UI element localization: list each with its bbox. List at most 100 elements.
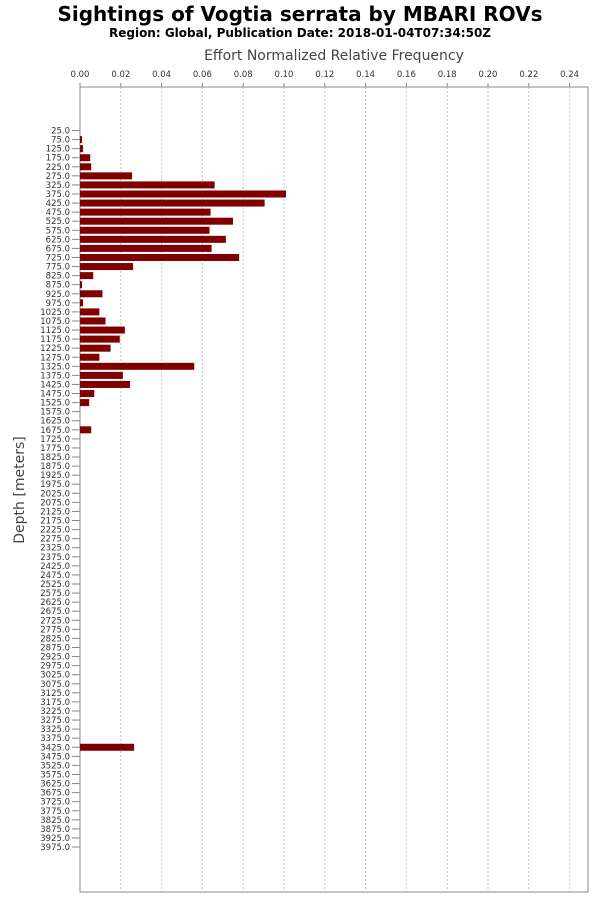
y-tick-label: 3375.0 bbox=[40, 734, 70, 744]
bar bbox=[80, 335, 120, 343]
x-tick-label: 0.20 bbox=[479, 70, 498, 80]
y-tick-label: 2325.0 bbox=[40, 544, 70, 554]
y-tick-label: 3075.0 bbox=[40, 680, 70, 690]
y-tick-label: 1325.0 bbox=[40, 362, 70, 372]
y-tick-label: 1925.0 bbox=[40, 471, 70, 481]
x-tick-label: 0.02 bbox=[111, 70, 130, 80]
y-tick-label: 175.0 bbox=[46, 154, 70, 164]
x-tick-label: 0.08 bbox=[234, 70, 253, 80]
x-tick-label: 0.00 bbox=[71, 70, 90, 80]
y-tick-label: 2225.0 bbox=[40, 526, 70, 536]
y-tick-label: 1475.0 bbox=[40, 390, 70, 400]
y-tick-label: 1675.0 bbox=[40, 426, 70, 436]
bar bbox=[80, 390, 95, 398]
x-tick-label: 0.16 bbox=[397, 70, 416, 80]
bar bbox=[80, 253, 240, 261]
y-tick-label: 3575.0 bbox=[40, 770, 70, 780]
y-tick-label: 575.0 bbox=[46, 226, 70, 236]
plot-area bbox=[79, 86, 589, 893]
bar bbox=[80, 308, 100, 316]
y-tick-label: 1525.0 bbox=[40, 399, 70, 409]
bar bbox=[80, 290, 103, 298]
bar bbox=[80, 226, 210, 234]
x-axis-label: Effort Normalized Relative Frequency bbox=[204, 48, 464, 64]
y-tick-label: 3975.0 bbox=[40, 843, 70, 853]
y-tick-label: 2075.0 bbox=[40, 498, 70, 508]
bar bbox=[80, 263, 134, 271]
y-tick-label: 3425.0 bbox=[40, 743, 70, 753]
y-tick-label: 25.0 bbox=[51, 127, 70, 137]
bar bbox=[80, 317, 106, 325]
x-tick-label: 0.22 bbox=[519, 70, 538, 80]
y-tick-label: 3225.0 bbox=[40, 707, 70, 717]
x-tick-label: 0.04 bbox=[152, 70, 171, 80]
y-tick-label: 2775.0 bbox=[40, 625, 70, 635]
y-tick-label: 3025.0 bbox=[40, 671, 70, 681]
x-tick-label: 0.06 bbox=[193, 70, 212, 80]
bar bbox=[80, 344, 111, 352]
y-tick-label: 775.0 bbox=[46, 263, 70, 273]
y-tick-label: 1025.0 bbox=[40, 308, 70, 318]
bar bbox=[80, 380, 130, 388]
y-tick-label: 2175.0 bbox=[40, 517, 70, 527]
y-tick-label: 3175.0 bbox=[40, 698, 70, 708]
chart-subtitle: Region: Global, Publication Date: 2018-0… bbox=[108, 26, 492, 40]
y-tick-label: 2525.0 bbox=[40, 580, 70, 590]
bar bbox=[80, 208, 211, 216]
y-tick-label: 2425.0 bbox=[40, 562, 70, 572]
bar bbox=[80, 353, 100, 361]
y-tick-label: 3825.0 bbox=[40, 816, 70, 826]
x-tick-label: 0.24 bbox=[560, 70, 579, 80]
y-tick-label: 3925.0 bbox=[40, 834, 70, 844]
y-tick-label: 675.0 bbox=[46, 244, 70, 254]
x-tick-label: 0.12 bbox=[315, 70, 334, 80]
y-tick-label: 375.0 bbox=[46, 190, 70, 200]
y-tick-label: 2875.0 bbox=[40, 643, 70, 653]
y-tick-label: 3325.0 bbox=[40, 725, 70, 735]
bar bbox=[80, 399, 90, 407]
y-tick-label: 3675.0 bbox=[40, 789, 70, 799]
bar bbox=[80, 163, 92, 171]
y-tick-label: 3525.0 bbox=[40, 761, 70, 771]
y-tick-label: 3125.0 bbox=[40, 689, 70, 699]
y-tick-label: 1375.0 bbox=[40, 371, 70, 381]
y-tick-label: 3275.0 bbox=[40, 716, 70, 726]
y-tick-label: 3725.0 bbox=[40, 798, 70, 808]
y-tick-label: 2675.0 bbox=[40, 607, 70, 617]
y-tick-label: 1775.0 bbox=[40, 444, 70, 454]
y-tick-label: 125.0 bbox=[46, 145, 70, 155]
y-tick-label: 2125.0 bbox=[40, 507, 70, 517]
y-tick-label: 725.0 bbox=[46, 253, 70, 263]
y-tick-label: 275.0 bbox=[46, 172, 70, 182]
y-tick-label: 1725.0 bbox=[40, 435, 70, 445]
y-tick-label: 75.0 bbox=[51, 136, 70, 146]
bar bbox=[80, 235, 226, 243]
bar bbox=[80, 299, 84, 307]
y-tick-label: 1875.0 bbox=[40, 462, 70, 472]
y-tick-label: 1975.0 bbox=[40, 480, 70, 490]
y-tick-label: 2925.0 bbox=[40, 653, 70, 663]
bar bbox=[80, 326, 125, 334]
bar bbox=[80, 154, 91, 162]
y-tick-label: 475.0 bbox=[46, 208, 70, 218]
y-tick-label: 3775.0 bbox=[40, 807, 70, 817]
y-tick-label: 2625.0 bbox=[40, 598, 70, 608]
y-tick-label: 1625.0 bbox=[40, 417, 70, 427]
y-tick-label: 1225.0 bbox=[40, 344, 70, 354]
x-tick-label: 0.10 bbox=[275, 70, 294, 80]
x-tick-label: 0.18 bbox=[438, 70, 457, 80]
y-tick-label: 1075.0 bbox=[40, 317, 70, 327]
y-tick-label: 1825.0 bbox=[40, 453, 70, 463]
y-tick-label: 225.0 bbox=[46, 163, 70, 173]
bar bbox=[80, 190, 287, 198]
y-tick-label: 925.0 bbox=[46, 290, 70, 300]
bar bbox=[80, 743, 135, 751]
bar bbox=[80, 281, 83, 289]
y-tick-label: 2025.0 bbox=[40, 489, 70, 499]
bar bbox=[80, 426, 92, 434]
y-tick-label: 1275.0 bbox=[40, 353, 70, 363]
y-tick-label: 1575.0 bbox=[40, 408, 70, 418]
y-tick-label: 1175.0 bbox=[40, 335, 70, 345]
y-tick-label: 975.0 bbox=[46, 299, 70, 309]
